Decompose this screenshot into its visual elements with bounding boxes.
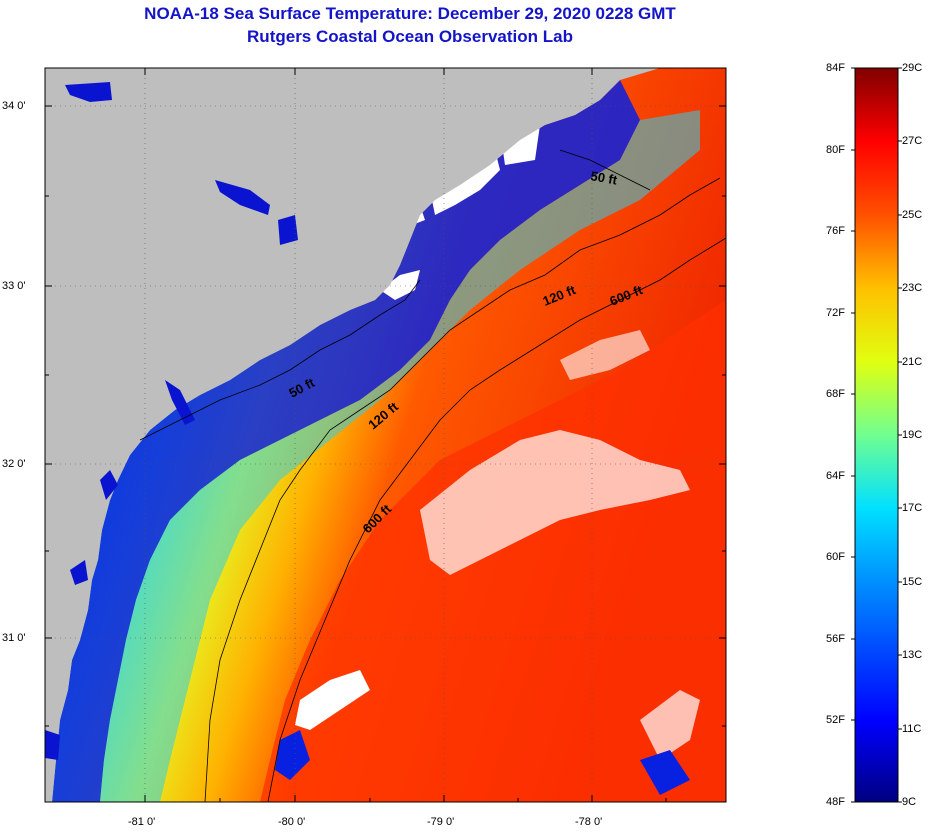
map-frame	[44, 67, 727, 803]
colorbar-f-label: 60F	[826, 551, 845, 563]
map-subtitle: Rutgers Coastal Ocean Observation Lab	[247, 27, 573, 46]
map-plot-area	[45, 68, 726, 802]
colorbar-c-label: 23C	[902, 282, 923, 294]
axis-ticks	[45, 68, 726, 802]
bathymetry-contours	[139, 149, 726, 802]
colorbar-f-label: 76F	[826, 225, 845, 237]
colorbar-f-label: 64F	[826, 470, 845, 482]
inland-waters	[45, 82, 298, 760]
colorbar-f-label: 84F	[826, 62, 845, 74]
colorbar-c-label: 25C	[902, 209, 923, 221]
colorbar-f-label: 80F	[826, 144, 845, 156]
colorbar-c-label: 13C	[902, 649, 923, 661]
colorbar-c-label: 9C	[902, 796, 917, 808]
colorbar-f-label: 52F	[826, 714, 845, 726]
lon-label-80: -80 0'	[278, 816, 306, 828]
contour-120ft-line	[204, 177, 721, 802]
colorbar-f-label: 72F	[826, 307, 845, 319]
cold-patches	[275, 730, 690, 795]
map-grid	[45, 68, 726, 802]
colorbar-ticks	[851, 67, 902, 803]
colorbar-c-label: 21C	[902, 356, 923, 368]
lat-label-33: 33 0'	[2, 280, 26, 292]
contour-600ft-line	[267, 237, 726, 802]
colorbar-f-label: 56F	[826, 633, 845, 645]
colorbar-c-label: 17C	[902, 502, 923, 514]
colorbar-c-label: 27C	[902, 135, 923, 147]
colorbar-c-label: 11C	[902, 723, 922, 735]
lon-label-81: -81 0'	[128, 816, 156, 828]
map-title: NOAA-18 Sea Surface Temperature: Decembe…	[144, 4, 676, 23]
colorbar-c-label: 19C	[902, 429, 923, 441]
colorbar	[854, 67, 899, 803]
lon-label-79: -79 0'	[427, 816, 455, 828]
coastal-cold-band	[52, 80, 640, 802]
cloud-mask	[295, 125, 700, 760]
colorbar-c-label: 29C	[902, 62, 923, 74]
lat-label-31: 31 0'	[2, 632, 26, 644]
colorbar-c-label: 15C	[902, 576, 923, 588]
lat-label-32: 32 0'	[2, 458, 26, 470]
colorbar-f-label: 48F	[826, 796, 845, 808]
colorbar-f-label: 68F	[826, 388, 845, 400]
contour-label-50ft-north: 50 ft	[589, 168, 619, 188]
lon-label-78: -78 0'	[575, 816, 603, 828]
coastline	[45, 68, 620, 802]
lat-label-34: 34 0'	[2, 100, 26, 112]
contour-50ft-line	[139, 149, 651, 441]
shelf-cool-band	[100, 110, 700, 802]
